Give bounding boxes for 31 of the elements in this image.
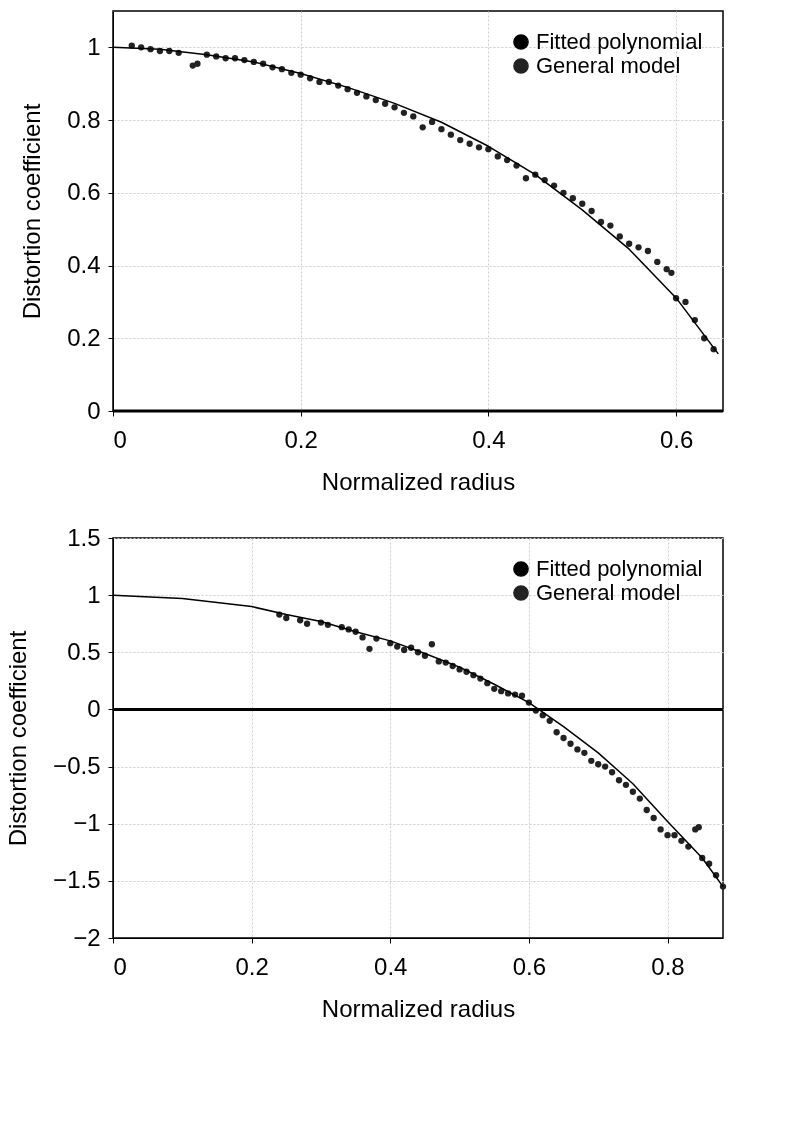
x-tick-label: 0.6 <box>512 952 547 980</box>
x-tick-label: 0 <box>113 952 127 980</box>
y-tick-label: −1 <box>73 809 101 837</box>
x-tick-label: 0.2 <box>284 425 318 453</box>
y-tick-label: −0.5 <box>53 752 101 780</box>
legend-label: General model <box>536 580 681 605</box>
y-axis-title: Distortion coefficient <box>18 103 46 320</box>
y-tick-label: 0.2 <box>67 323 101 351</box>
y-tick-label: −1.5 <box>53 866 101 894</box>
y-tick-label: 0.5 <box>67 637 101 665</box>
y-tick-label: −2 <box>73 923 101 951</box>
y-tick-label: 0.8 <box>67 105 101 133</box>
y-tick-label: 0.4 <box>67 251 101 279</box>
y-tick-label: 1.5 <box>67 523 101 551</box>
x-axis-title: Normalized radius <box>321 467 516 495</box>
x-tick-label: 0.6 <box>659 425 694 453</box>
y-tick-label: 0 <box>87 396 101 424</box>
y-tick-label: 1 <box>87 580 101 608</box>
legend-label: Fitted polynomial <box>536 29 703 54</box>
x-tick-label: 0.8 <box>651 952 685 980</box>
x-tick-label: 0 <box>113 425 127 453</box>
y-tick-label: 0 <box>87 694 101 722</box>
y-axis-title: Distortion coefficient <box>4 630 32 847</box>
legend-label: Fitted polynomial <box>536 556 703 581</box>
x-tick-label: 0.4 <box>374 952 408 980</box>
legend-label: General model <box>536 53 681 78</box>
y-tick-label: 0.6 <box>67 178 101 206</box>
x-tick-label: 0.2 <box>235 952 269 980</box>
x-tick-label: 0.4 <box>472 425 506 453</box>
y-tick-label: 1 <box>87 32 101 60</box>
x-axis-title: Normalized radius <box>321 994 516 1022</box>
